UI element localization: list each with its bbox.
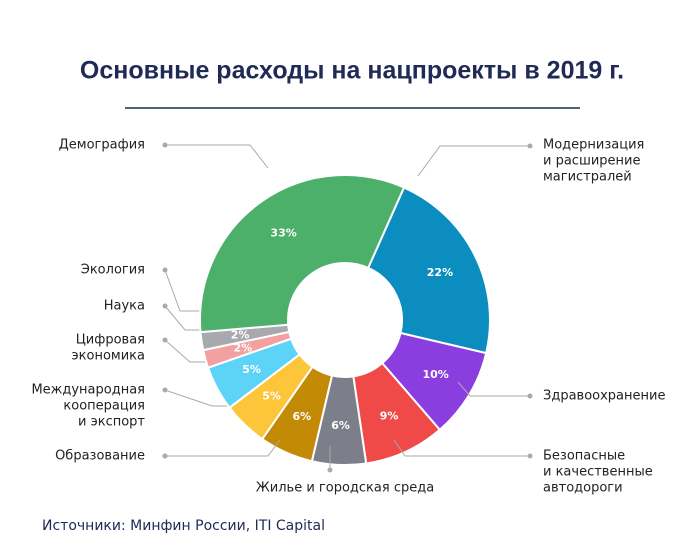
leader-line xyxy=(393,439,530,457)
value-label: 9% xyxy=(380,409,399,422)
leader-line xyxy=(165,144,269,169)
leader-dot xyxy=(162,142,168,148)
leader-dot xyxy=(162,303,168,309)
category-label: и экспорт xyxy=(78,415,145,430)
value-label: 6% xyxy=(331,419,350,432)
slice xyxy=(366,186,491,355)
category-label: и качественные xyxy=(543,465,653,480)
leader-dot xyxy=(527,143,533,149)
leader-line xyxy=(164,305,204,331)
value-label: 2% xyxy=(234,342,253,355)
category-label: Здравоохранение xyxy=(543,389,665,404)
value-label: 10% xyxy=(422,368,448,381)
category-label: автодороги xyxy=(543,481,623,496)
category-label: Демография xyxy=(59,138,145,153)
category-label: Наука xyxy=(104,299,145,314)
value-label: 6% xyxy=(293,410,312,423)
leader-dot xyxy=(327,467,333,473)
leader-dot xyxy=(162,337,168,343)
source: Источники: Минфин России, ITI Capital xyxy=(42,518,325,534)
value-label: 2% xyxy=(231,328,250,341)
leader-dot xyxy=(162,387,168,393)
leader-line xyxy=(457,381,530,397)
category-label: и расширение xyxy=(543,154,641,169)
leader-dot xyxy=(527,393,533,399)
leader-line xyxy=(164,339,208,363)
category-label: Международная xyxy=(31,383,145,398)
leader-dot xyxy=(162,267,168,273)
leader-dot xyxy=(527,453,533,459)
category-label: Безопасные xyxy=(543,449,625,464)
leader-dot xyxy=(162,453,168,459)
category-label: магистралей xyxy=(543,170,632,185)
chart-title: Основные расходы на нацпроекты в 2019 г. xyxy=(80,57,624,85)
value-label: 22% xyxy=(427,266,453,279)
value-label: 5% xyxy=(262,390,281,403)
category-label: Модернизация xyxy=(543,138,644,153)
leader-line xyxy=(164,389,232,407)
category-label: Экология xyxy=(81,263,145,278)
category-label: экономика xyxy=(72,349,145,364)
category-label: Образование xyxy=(55,449,145,464)
category-label: Цифровая xyxy=(76,333,145,348)
value-label: 5% xyxy=(242,363,261,376)
category-label: Жилье и городская среда xyxy=(256,481,434,496)
value-label: 33% xyxy=(270,227,296,240)
category-label: кооперация xyxy=(63,399,145,414)
leader-line xyxy=(164,269,202,312)
leader-line xyxy=(417,145,530,177)
leader-line xyxy=(165,439,281,457)
slice xyxy=(199,174,406,334)
